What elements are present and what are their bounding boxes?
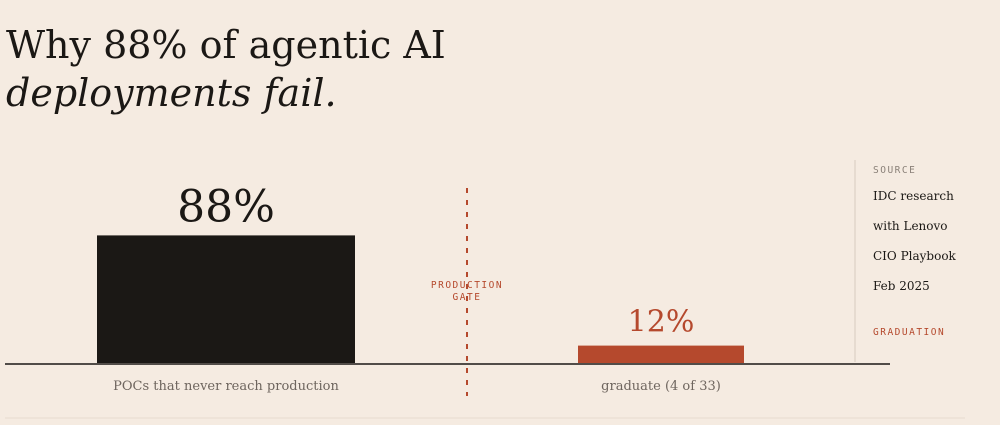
bar xyxy=(97,235,355,363)
source-line: CIO Playbook xyxy=(873,249,957,263)
source-heading: SOURCE xyxy=(873,165,916,176)
value-label: 12% xyxy=(628,305,695,340)
category-label: graduate (4 of 33) xyxy=(601,379,721,394)
source-line: with Lenovo xyxy=(873,219,948,233)
source-line: Feb 2025 xyxy=(873,279,930,293)
gate-label: PRODUCTION xyxy=(431,280,503,291)
chart-title-emphasis: deployments fail. xyxy=(6,71,337,115)
gate-label: GATE xyxy=(453,292,482,303)
source-tag: GRADUATION xyxy=(873,327,945,338)
chart-title: Why 88% of agentic AI xyxy=(6,23,446,67)
value-label: 88% xyxy=(177,181,275,232)
bar xyxy=(578,345,744,363)
source-line: IDC research xyxy=(873,189,954,203)
category-label: POCs that never reach production xyxy=(113,379,339,394)
